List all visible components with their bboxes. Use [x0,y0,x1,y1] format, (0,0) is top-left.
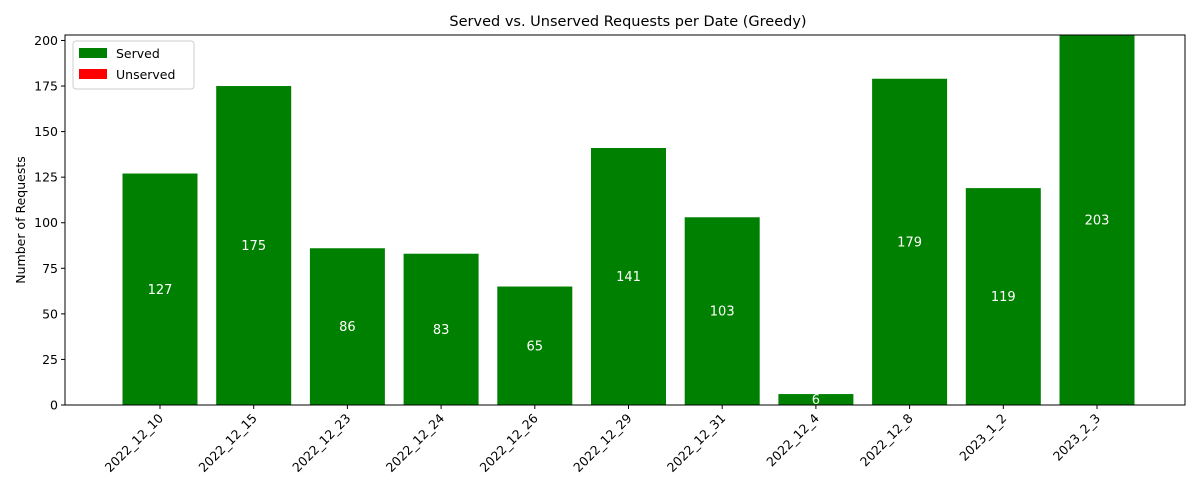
bar-served [403,253,479,405]
data-labels-layer: 127 175 86 83 65 141 103 6 179 119 203 [148,214,1110,409]
chart-title: Served vs. Unserved Requests per Date (G… [449,14,806,30]
x-tick-label: 2022_12_10 [102,410,166,474]
x-tick-label: 2022_12_23 [289,411,353,475]
data-label: 127 [148,283,173,298]
data-label: 103 [710,305,735,320]
bar-served [122,173,198,405]
data-label: 65 [527,339,544,354]
y-tick-label: 50 [42,306,58,321]
bar-served [216,86,292,405]
y-tick-label: 75 [42,261,58,276]
legend-swatch [79,48,107,58]
data-label: 179 [897,235,922,250]
data-label: 119 [991,290,1016,305]
bar-served [497,286,573,405]
bar-served [778,394,854,405]
data-label: 141 [616,270,641,285]
bar-served [965,188,1041,405]
y-tick-label: 125 [34,170,58,185]
y-tick-label: 200 [34,33,58,48]
legend-swatch [79,69,107,79]
data-label: 83 [433,323,450,338]
bar-served [684,217,760,405]
x-tick-label: 2023_1_2 [956,411,1009,464]
data-label: 175 [241,239,266,254]
legend-label: Unserved [116,67,175,82]
legend: Served Unserved [72,40,195,90]
x-tick-label: 2022_12_31 [664,411,728,475]
x-tick-label: 2022_12_29 [570,410,634,474]
bar-served [591,148,666,405]
x-tick-label: 2022_12_15 [195,411,259,475]
y-tick-label: 25 [42,352,58,367]
bar-served [872,78,948,406]
y-tick-label: 100 [34,215,58,230]
y-tick-label: 0 [50,398,58,413]
bar-served [309,248,385,405]
x-tick-label: 2023_2_3 [1050,411,1103,464]
y-axis: 0 25 50 75 100 125 150 175 200 [34,33,65,413]
x-tick-label: 2022_12_4 [763,410,822,469]
plot-frame [64,34,1186,406]
x-axis: 2022_12_10 2022_12_15 2022_12_23 2022_12_24… [102,405,1103,475]
bars-layer [122,35,1135,406]
y-tick-label: 175 [34,79,58,94]
data-label: 6 [812,393,820,408]
x-tick-label: 2022_12_8 [857,410,916,469]
data-label: 86 [339,320,356,335]
x-tick-label: 2022_12_26 [476,410,540,474]
y-axis-label: Number of Requests [13,156,28,284]
x-tick-label: 2022_12_24 [383,410,447,474]
legend-label: Served [116,46,160,61]
y-tick-label: 150 [34,124,58,139]
data-label: 203 [1085,214,1110,229]
bar-served [1059,35,1135,405]
